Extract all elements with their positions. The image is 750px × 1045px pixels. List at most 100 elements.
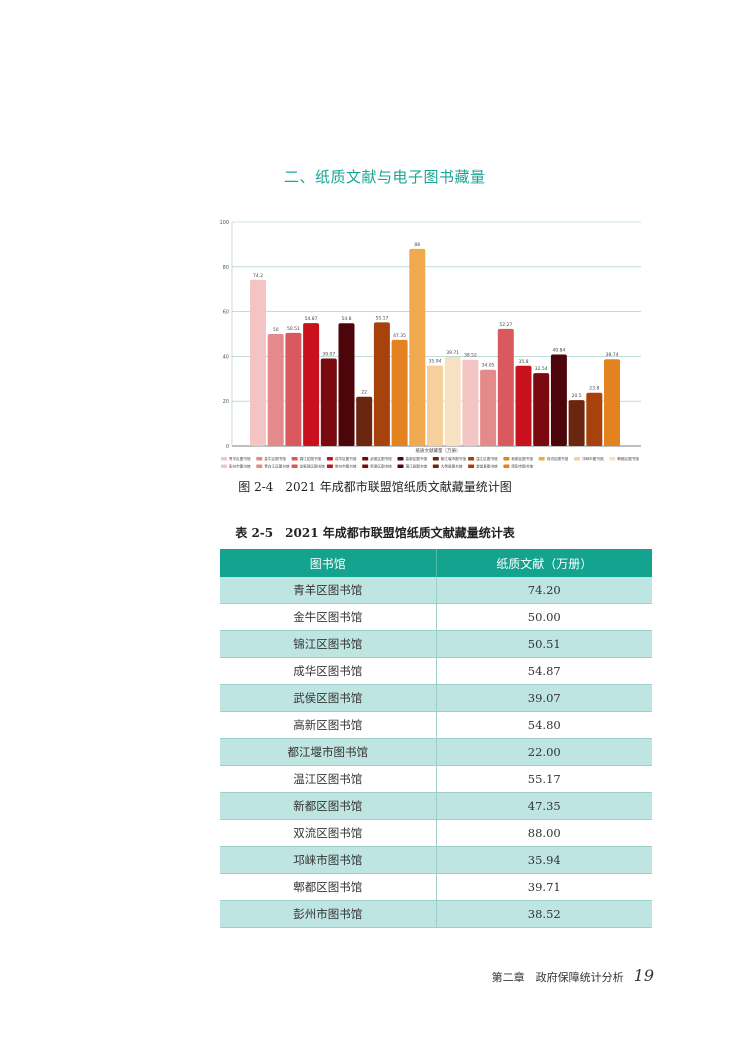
legend-entry: 崇州市图书馆 [335, 464, 357, 469]
legend-swatch [256, 464, 263, 468]
table-row: 郫都区图书馆 39.71 [220, 874, 652, 901]
bar [444, 357, 461, 446]
volume-cell: 38.52 [527, 907, 561, 921]
bar [427, 365, 443, 446]
data-label: 50 [273, 327, 279, 333]
data-label: 34.05 [482, 363, 495, 369]
y-tick-label: 20 [223, 399, 229, 405]
table-row: 彭州市图书馆 38.52 [220, 901, 652, 928]
bar [462, 359, 479, 446]
legend-swatch [432, 464, 439, 468]
table-row: 高新区图书馆 54.80 [220, 712, 652, 739]
collection-table: 图书馆 纸质文献（万册） 青羊区图书馆 74.20 金牛区图书馆 50.00 锦江区图书… [220, 549, 652, 928]
data-label: 35.94 [429, 358, 442, 364]
legend-swatch [503, 457, 510, 461]
bar [515, 365, 532, 446]
legend-swatch [221, 464, 227, 468]
legend-entry: 锦江区图书馆 [300, 456, 322, 461]
library-name-cell: 邛崃市图书馆 [220, 847, 437, 873]
data-label: 35.8 [518, 359, 528, 365]
legend-swatch [256, 457, 263, 461]
library-name-cell: 郫都区图书馆 [220, 874, 437, 900]
table-row: 都江堰市图书馆 22.00 [220, 739, 652, 766]
legend-entry: 青白江区图书馆 [264, 464, 290, 469]
table-row: 青羊区图书馆 74.20 [220, 577, 652, 604]
table-row: 邛崃市图书馆 35.94 [220, 847, 652, 874]
bar [267, 334, 284, 446]
legend-entry: 郫都区图书馆 [617, 456, 639, 461]
bar [533, 373, 550, 446]
legend-entry: 双流区图书馆 [547, 456, 569, 461]
legend-swatch [362, 464, 369, 468]
library-name-cell: 青羊区图书馆 [220, 577, 437, 603]
legend-swatch [609, 457, 616, 461]
volume-cell: 50.00 [527, 610, 561, 624]
data-label: 39.71 [446, 350, 459, 356]
y-tick-label: 80 [223, 265, 229, 271]
volume-cell: 39.71 [527, 880, 561, 894]
bar [550, 354, 567, 446]
y-tick-label: 100 [219, 220, 229, 226]
library-name-cell: 都江堰市图书馆 [220, 739, 437, 765]
data-label: 54.87 [305, 316, 318, 322]
legend-swatch [291, 457, 298, 461]
bar [320, 358, 337, 446]
volume-cell: 47.35 [527, 799, 561, 813]
bar [586, 392, 603, 446]
data-label: 20.5 [572, 393, 582, 399]
bar [497, 328, 514, 446]
volume-cell: 39.07 [527, 691, 561, 705]
volume-cell: 50.51 [527, 637, 561, 651]
figure-caption: 图 2-4 2021 年成都市联盟馆纸质文献藏量统计图 [238, 480, 512, 494]
data-label: 47.35 [393, 333, 406, 339]
legend-swatch [432, 457, 439, 461]
library-name-cell: 双流区图书馆 [220, 820, 437, 846]
legend-swatch [397, 457, 404, 461]
bar [391, 339, 408, 446]
legend-entry: 金牛区图书馆 [264, 456, 286, 461]
chapter-title: 第二章 政府保障统计分析 [491, 971, 624, 984]
legend-swatch [221, 457, 227, 461]
bar [480, 369, 497, 446]
legend-swatch [503, 464, 510, 468]
bar [356, 396, 373, 446]
legend-entry: 简阳市图书馆 [511, 464, 533, 469]
header-volumes: 纸质文献（万册） [496, 556, 593, 571]
data-label: 23.8 [589, 386, 599, 392]
data-label: 39.07 [322, 351, 335, 357]
legend-entry: 彭州市图书馆 [229, 464, 251, 469]
legend-swatch [326, 457, 333, 461]
y-tick-label: 40 [223, 354, 229, 360]
table-row: 武侯区图书馆 39.07 [220, 685, 652, 712]
library-name-cell: 彭州市图书馆 [220, 901, 437, 927]
library-name-cell: 新都区图书馆 [220, 793, 437, 819]
table-row: 双流区图书馆 88.00 [220, 820, 652, 847]
legend-swatch [362, 457, 369, 461]
data-label: 22 [361, 390, 367, 396]
data-label: 38.52 [464, 353, 477, 359]
bar [373, 322, 390, 446]
legend-swatch [468, 457, 475, 461]
data-label: 74.2 [253, 273, 263, 279]
legend-entry: 青羊区图书馆 [229, 456, 251, 461]
bar [250, 279, 266, 446]
legend-entry: 蒲江县图书馆 [406, 464, 428, 469]
table-row: 新都区图书馆 47.35 [220, 793, 652, 820]
volume-cell: 74.20 [527, 583, 561, 597]
table-row: 金牛区图书馆 50.00 [220, 604, 652, 631]
volume-cell: 88.00 [527, 826, 561, 840]
library-name-cell: 成华区图书馆 [220, 658, 437, 684]
library-name-cell: 武侯区图书馆 [220, 685, 437, 711]
y-tick-label: 60 [223, 310, 229, 316]
bar [568, 400, 585, 446]
legend-entry: 龙泉驿区图书馆 [300, 464, 326, 469]
library-name-cell: 温江区图书馆 [220, 766, 437, 792]
legend-entry: 大邑县图书馆 [441, 464, 463, 469]
header-library: 图书馆 [220, 549, 437, 577]
data-label: 52.27 [499, 322, 512, 328]
legend-entry: 武侯区图书馆 [370, 456, 392, 461]
legend-swatch [397, 464, 404, 468]
table-caption: 表 2-5 2021 年成都市联盟馆纸质文献藏量统计表 [235, 526, 515, 540]
legend-swatch [468, 464, 475, 468]
bar [303, 323, 320, 446]
